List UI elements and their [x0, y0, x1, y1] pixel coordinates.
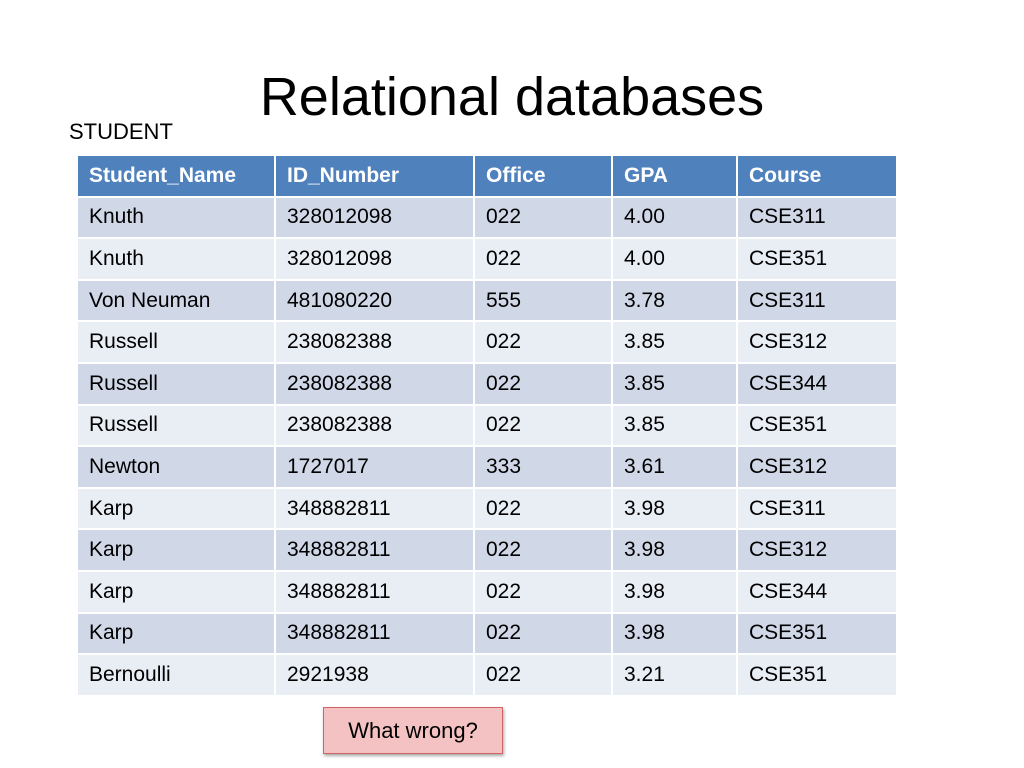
cell-course: CSE351 — [736, 653, 898, 697]
cell-office: 022 — [473, 528, 613, 572]
cell-gpa: 3.98 — [611, 569, 738, 614]
table-row: Karp 348882811 022 3.98 CSE311 — [76, 486, 898, 531]
table-row: Karp 348882811 022 3.98 CSE312 — [76, 528, 898, 572]
cell-course: CSE351 — [736, 403, 898, 448]
column-header-office: Office — [473, 154, 613, 198]
cell-office: 022 — [473, 361, 613, 406]
cell-office: 022 — [473, 486, 613, 531]
column-header-gpa: GPA — [611, 154, 738, 198]
table-row: Karp 348882811 022 3.98 CSE344 — [76, 569, 898, 614]
table-row: Von Neuman 481080220 555 3.78 CSE311 — [76, 278, 898, 323]
cell-id-number: 2921938 — [274, 653, 475, 697]
cell-office: 333 — [473, 445, 613, 489]
table-row: Russell 238082388 022 3.85 CSE312 — [76, 320, 898, 364]
cell-student-name: Newton — [76, 445, 276, 489]
table-caption: STUDENT — [69, 119, 173, 144]
cell-course: CSE344 — [736, 569, 898, 614]
cell-student-name: Karp — [76, 528, 276, 572]
cell-student-name: Russell — [76, 320, 276, 364]
cell-id-number: 328012098 — [274, 237, 475, 281]
cell-student-name: Bernoulli — [76, 653, 276, 697]
cell-student-name: Knuth — [76, 195, 276, 240]
cell-student-name: Russell — [76, 361, 276, 406]
cell-gpa: 3.85 — [611, 320, 738, 364]
cell-gpa: 3.98 — [611, 528, 738, 572]
cell-gpa: 3.61 — [611, 445, 738, 489]
cell-course: CSE311 — [736, 278, 898, 323]
cell-id-number: 238082388 — [274, 361, 475, 406]
cell-office: 022 — [473, 195, 613, 240]
table-row: Russell 238082388 022 3.85 CSE344 — [76, 361, 898, 406]
cell-student-name: Von Neuman — [76, 278, 276, 323]
cell-course: CSE351 — [736, 611, 898, 656]
cell-student-name: Russell — [76, 403, 276, 448]
cell-id-number: 1727017 — [274, 445, 475, 489]
cell-gpa: 3.98 — [611, 611, 738, 656]
cell-gpa: 3.85 — [611, 361, 738, 406]
cell-gpa: 3.21 — [611, 653, 738, 697]
cell-course: CSE344 — [736, 361, 898, 406]
cell-course: CSE351 — [736, 237, 898, 281]
column-header-id-number: ID_Number — [274, 154, 475, 198]
cell-id-number: 481080220 — [274, 278, 475, 323]
student-table: Student_Name ID_Number Office GPA Course… — [76, 154, 898, 697]
cell-course: CSE311 — [736, 486, 898, 531]
cell-office: 022 — [473, 403, 613, 448]
cell-student-name: Karp — [76, 486, 276, 531]
cell-course: CSE312 — [736, 528, 898, 572]
table-row: Russell 238082388 022 3.85 CSE351 — [76, 403, 898, 448]
cell-student-name: Knuth — [76, 237, 276, 281]
table-row: Karp 348882811 022 3.98 CSE351 — [76, 611, 898, 656]
cell-office: 022 — [473, 611, 613, 656]
table-row: Knuth 328012098 022 4.00 CSE311 — [76, 195, 898, 240]
cell-gpa: 3.78 — [611, 278, 738, 323]
cell-id-number: 348882811 — [274, 528, 475, 572]
table-body: Knuth 328012098 022 4.00 CSE311 Knuth 32801209… — [76, 195, 898, 697]
column-header-course: Course — [736, 154, 898, 198]
table-row: Knuth 328012098 022 4.00 CSE351 — [76, 237, 898, 281]
page-title: Relational databases — [259, 67, 765, 127]
cell-office: 022 — [473, 653, 613, 697]
cell-id-number: 348882811 — [274, 611, 475, 656]
cell-gpa: 4.00 — [611, 195, 738, 240]
table-row: Bernoulli 2921938 022 3.21 CSE351 — [76, 653, 898, 697]
table-header-row: Student_Name ID_Number Office GPA Course — [76, 154, 898, 198]
cell-id-number: 348882811 — [274, 569, 475, 614]
cell-id-number: 238082388 — [274, 320, 475, 364]
cell-id-number: 238082388 — [274, 403, 475, 448]
what-wrong-callout[interactable]: What wrong? — [323, 707, 503, 754]
cell-course: CSE311 — [736, 195, 898, 240]
cell-office: 022 — [473, 237, 613, 281]
table-row: Newton 1727017 333 3.61 CSE312 — [76, 445, 898, 489]
cell-course: CSE312 — [736, 320, 898, 364]
cell-gpa: 4.00 — [611, 237, 738, 281]
cell-office: 555 — [473, 278, 613, 323]
cell-id-number: 348882811 — [274, 486, 475, 531]
cell-course: CSE312 — [736, 445, 898, 489]
cell-student-name: Karp — [76, 611, 276, 656]
cell-gpa: 3.85 — [611, 403, 738, 448]
column-header-student-name: Student_Name — [76, 154, 276, 198]
cell-office: 022 — [473, 569, 613, 614]
cell-office: 022 — [473, 320, 613, 364]
cell-id-number: 328012098 — [274, 195, 475, 240]
cell-student-name: Karp — [76, 569, 276, 614]
cell-gpa: 3.98 — [611, 486, 738, 531]
